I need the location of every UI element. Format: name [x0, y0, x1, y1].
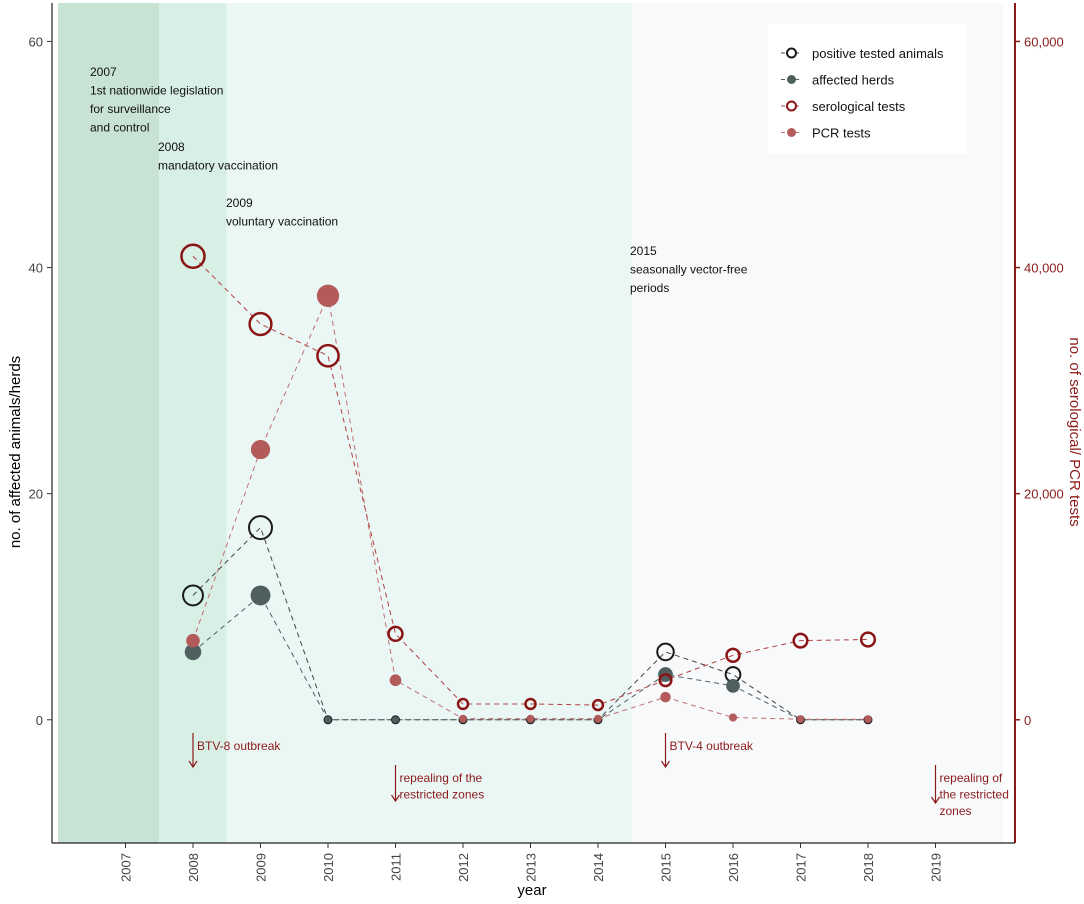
point-serological-tests-2014 — [591, 698, 605, 712]
legend-key-marker-0 — [786, 47, 797, 59]
x-tick-label: 2009 — [254, 853, 269, 882]
ann-2009-line: 2009 — [226, 196, 253, 210]
point-PCR-tests-2018 — [864, 715, 872, 723]
point-PCR-tests-2010 — [316, 284, 340, 307]
series-line-3 — [192, 294, 868, 720]
event-annotations: BTV-8 outbreak repealing of the restricted… — [188, 733, 1009, 818]
x-tick-label: 2014 — [591, 853, 606, 882]
point-PCR-tests-2012 — [459, 714, 467, 723]
point-affected-herds-2009 — [250, 585, 271, 606]
legend-box — [768, 24, 966, 154]
event-btv8-label: BTV-8 outbreak — [197, 739, 281, 753]
legend-key-marker-1 — [787, 75, 796, 84]
point-affected-herds-2010 — [324, 716, 332, 724]
event-repeal-2019-arrow-head — [931, 796, 940, 805]
x-tick-label: 2019 — [929, 853, 944, 882]
ann-2015-line: seasonally vector-free — [630, 263, 748, 277]
x-tick-label: 2018 — [861, 853, 876, 882]
legend-key-marker-3 — [787, 128, 796, 137]
point-positive-tested-animals-2009 — [248, 515, 273, 541]
point-PCR-tests-2009 — [250, 439, 271, 460]
point-PCR-tests-2013 — [526, 714, 535, 723]
y-axis-right-title: no. of serological/ PCR tests — [1066, 337, 1083, 526]
event-btv4-arrow-head — [661, 760, 670, 769]
event-repeal-2011-label: restricted zones — [400, 788, 485, 802]
y-right-tick-label: 60,000 — [1024, 34, 1064, 49]
series-points — [180, 243, 877, 725]
y-left-tick-label: 40 — [29, 261, 43, 276]
legend-label: serological tests — [812, 99, 906, 114]
ann-2007-line: 2007 — [90, 65, 117, 79]
point-PCR-tests-2016 — [728, 713, 738, 722]
point-serological-tests-2010 — [316, 343, 340, 368]
y-right-tick-label: 0 — [1024, 713, 1031, 728]
period-band-2009 — [226, 3, 632, 843]
point-serological-tests-2012 — [456, 697, 470, 711]
y-left-tick-label: 60 — [29, 34, 43, 49]
period-band-2007 — [58, 3, 160, 843]
x-axis-title: year — [517, 882, 546, 899]
point-PCR-tests-2017 — [796, 715, 805, 723]
legend-label: positive tested animals — [812, 46, 944, 61]
event-repeal-2019-label: repealing of — [940, 771, 1003, 785]
ann-2015-line: periods — [630, 281, 669, 295]
legend: positive tested animals affected herds ser… — [768, 24, 966, 154]
x-tick-label: 2017 — [794, 853, 809, 882]
point-serological-tests-2015 — [658, 673, 673, 688]
ann-2007-line: and control — [90, 121, 149, 135]
point-affected-herds-2008 — [184, 643, 202, 661]
point-affected-herds-2016 — [726, 678, 740, 693]
x-tick-label: 2012 — [456, 853, 471, 882]
ann-2007-line: 1st nationwide legislation — [90, 84, 223, 98]
event-repeal-2019-label: the restricted — [940, 788, 1009, 802]
ann-2008-line: mandatory vaccination — [158, 159, 278, 173]
y-right-tick-label: 20,000 — [1024, 487, 1064, 502]
point-serological-tests-2018 — [859, 631, 877, 648]
y-axis-left-title: no. of affected animals/herds — [7, 356, 24, 548]
legend-label: affected herds — [812, 73, 895, 88]
point-positive-tested-animals-2008 — [182, 584, 204, 607]
period-band-2008 — [159, 3, 227, 843]
ann-2009-line: voluntary vaccination — [226, 215, 338, 229]
x-tick-label: 2007 — [119, 853, 134, 882]
ann-2008-line: 2008 — [158, 140, 185, 154]
point-serological-tests-2013 — [524, 697, 537, 711]
point-positive-tested-animals-2015 — [656, 642, 675, 662]
legend-key-marker-2 — [786, 100, 797, 112]
event-repeal-2011-label: repealing of the — [400, 771, 483, 785]
point-serological-tests-2011 — [387, 625, 404, 643]
ann-2007-line: for surveillance — [90, 102, 171, 116]
x-tick-label: 2013 — [524, 853, 539, 882]
y-left-tick-label: 0 — [36, 713, 43, 728]
point-affected-herds-2011 — [392, 716, 399, 724]
point-serological-tests-2008 — [180, 243, 206, 269]
x-tick-label: 2015 — [659, 853, 674, 882]
x-tick-label: 2016 — [726, 853, 741, 882]
point-serological-tests-2016 — [725, 647, 741, 664]
point-PCR-tests-2014 — [594, 714, 602, 723]
y-right-tick-label: 40,000 — [1024, 261, 1064, 276]
ann-2015-line: 2015 — [630, 244, 657, 258]
x-tick-label: 2011 — [389, 853, 404, 881]
event-repeal-2011-arrow-head — [391, 794, 400, 803]
point-serological-tests-2009 — [248, 311, 273, 337]
event-repeal-2019-label: zones — [940, 804, 972, 818]
point-PCR-tests-2015 — [660, 691, 671, 703]
legend-label: PCR tests — [812, 126, 871, 141]
x-tick-label: 2010 — [321, 853, 336, 882]
x-tick-label: 2008 — [186, 853, 201, 882]
event-btv4-label: BTV-4 outbreak — [670, 739, 754, 753]
period-annotations: 2007 1st nationwide legislation for survei… — [90, 65, 748, 295]
event-btv8-arrow-head — [188, 760, 198, 769]
point-serological-tests-2017 — [792, 632, 809, 649]
point-PCR-tests-2011 — [389, 674, 402, 687]
series-line-2 — [192, 255, 869, 706]
point-PCR-tests-2008 — [186, 633, 200, 648]
y-left-tick-label: 20 — [29, 487, 43, 502]
